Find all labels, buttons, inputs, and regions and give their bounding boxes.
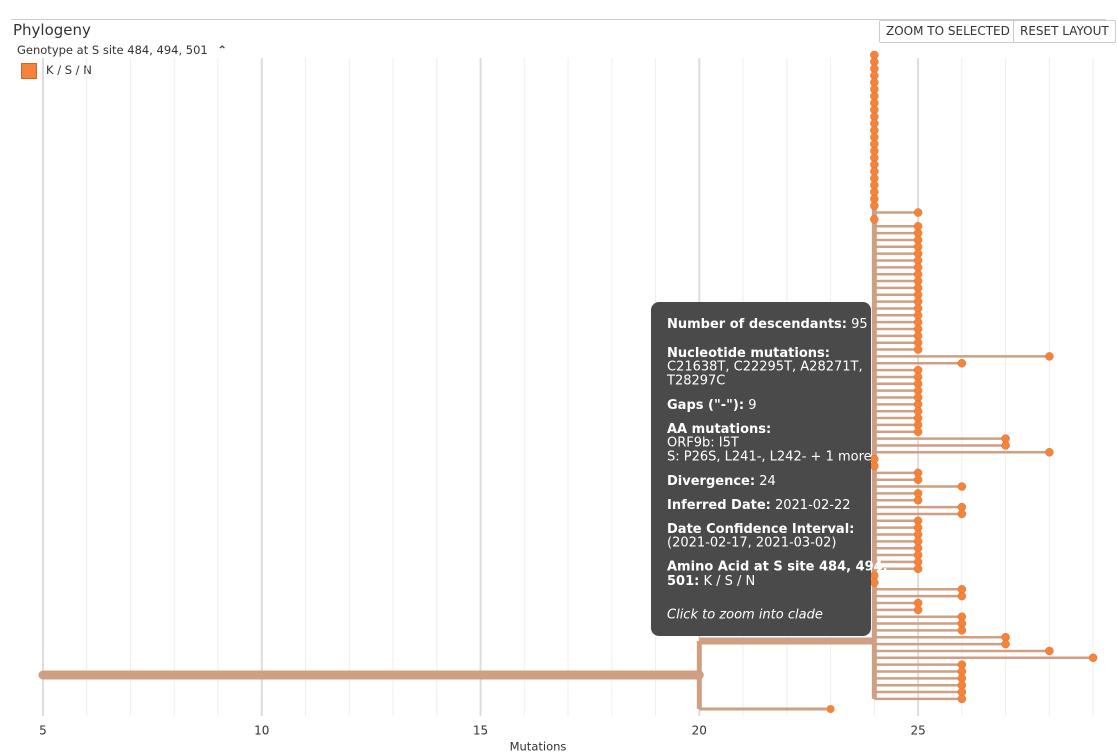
descendants: Number of descendants: 95: [667, 317, 868, 332]
inferred-date-label: Inferred Date:: [667, 498, 771, 513]
x-tick-label: 20: [692, 724, 707, 738]
tip: [957, 626, 967, 635]
tip: [913, 475, 923, 484]
x-tick-label: 15: [473, 724, 488, 738]
tip: [913, 208, 923, 217]
x-axis-label: Mutations: [510, 740, 567, 754]
tip: [957, 482, 967, 491]
tip: [870, 215, 879, 224]
tip: [1088, 653, 1098, 663]
x-tick-label: 5: [39, 724, 47, 738]
tip: [957, 509, 967, 519]
tooltip: Number of descendants: 95 Nucleotide muta…: [651, 302, 888, 636]
confidence: Date Confidence Interval:: [667, 522, 854, 537]
tip: [913, 605, 923, 615]
nuc-mutations-label: Nucleotide mutations:: [667, 346, 830, 361]
divergence: Divergence: 24: [667, 474, 776, 489]
descendants-label: Number of descendants:: [667, 317, 847, 332]
aa-mutations: AA mutations:: [667, 422, 771, 437]
nuc-line: C21638T, C22295T, A28271T,: [667, 360, 863, 375]
divergence-label: Divergence:: [667, 474, 755, 489]
tip: [870, 201, 879, 210]
legend-swatch[interactable]: [21, 63, 37, 79]
legend-label: K / S / N: [46, 63, 92, 77]
aa-site-label2: 501:: [667, 574, 699, 589]
confidence-value: (2021-02-17, 2021-03-02): [667, 536, 837, 551]
zoom-button[interactable]: ZOOM TO SELECTED: [879, 20, 1017, 43]
aa-site: 501: K / S / N: [667, 574, 755, 589]
x-tick-label: 10: [254, 724, 269, 738]
tip: [957, 359, 967, 368]
tip: [1001, 639, 1010, 649]
aa-site-value: K / S / N: [703, 574, 755, 589]
nuc-line: T28297C: [666, 374, 725, 389]
tip: [1001, 441, 1010, 450]
aa-mutations-label: AA mutations:: [667, 422, 771, 437]
aa-line: S: P26S, L241-, L242- + 1 more: [667, 450, 872, 465]
tip: [1045, 448, 1054, 457]
panel-title: Phylogeny: [13, 21, 91, 39]
nuc-mutations: Nucleotide mutations:: [667, 346, 830, 361]
tooltip-box: [651, 302, 871, 636]
inferred-date: Inferred Date: 2021-02-22: [667, 498, 851, 513]
collapse-icon: ⌃: [217, 43, 228, 57]
tip: [913, 564, 923, 573]
gaps-label: Gaps ("-"):: [667, 398, 744, 413]
divergence-value: 24: [759, 474, 776, 489]
side-tip: [826, 705, 835, 713]
tip: [870, 578, 879, 587]
aa-line: ORF9b: I5T: [667, 436, 739, 451]
confidence-label: Date Confidence Interval:: [667, 522, 854, 537]
color-by[interactable]: Genotype at S site 484, 494, 501 ⌃: [17, 43, 227, 57]
inferred-date-value: 2021-02-22: [775, 498, 851, 513]
tip: [913, 427, 923, 436]
x-tick-label: 25: [910, 724, 925, 738]
descendants-value: 95: [851, 317, 868, 332]
tip: [913, 345, 923, 354]
tip: [1045, 352, 1054, 361]
top-rule: [11, 19, 1106, 20]
color-by-label: Genotype at S site 484, 494, 501: [17, 43, 208, 57]
tip: [913, 496, 923, 505]
tip: [957, 694, 967, 704]
gaps: Gaps ("-"): 9: [667, 398, 756, 413]
gaps-value: 9: [748, 398, 756, 413]
tip: [1045, 646, 1054, 656]
reset-button[interactable]: RESET LAYOUT: [1013, 20, 1116, 43]
aa-site-label: Amino Acid at S site 484, 494,: [667, 560, 888, 575]
tip: [957, 591, 967, 601]
tooltip-hint: Click to zoom into clade: [667, 608, 823, 623]
